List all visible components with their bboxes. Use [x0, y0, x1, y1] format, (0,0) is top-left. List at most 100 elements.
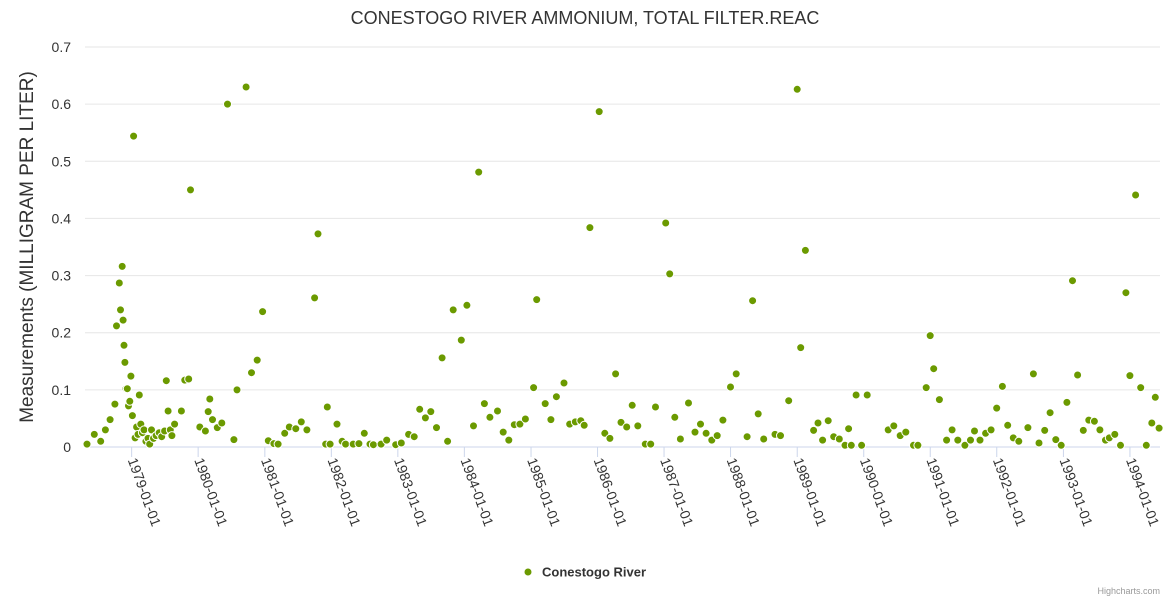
data-point[interactable]	[844, 424, 854, 434]
data-point[interactable]	[742, 432, 752, 442]
data-point[interactable]	[748, 296, 758, 306]
data-point[interactable]	[975, 435, 985, 445]
data-point[interactable]	[247, 368, 256, 378]
data-point[interactable]	[1045, 408, 1055, 418]
data-point[interactable]	[105, 415, 115, 425]
data-point[interactable]	[1078, 425, 1088, 435]
data-point[interactable]	[474, 167, 484, 177]
data-point[interactable]	[409, 432, 419, 442]
data-point[interactable]	[605, 433, 615, 443]
data-point[interactable]	[675, 434, 685, 444]
data-point[interactable]	[170, 419, 180, 429]
data-point[interactable]	[176, 406, 186, 416]
data-point[interactable]	[1028, 369, 1038, 379]
data-point[interactable]	[241, 82, 251, 92]
data-point[interactable]	[325, 439, 335, 449]
data-point[interactable]	[559, 378, 569, 388]
data-point[interactable]	[796, 343, 806, 353]
data-point[interactable]	[456, 335, 466, 345]
data-point[interactable]	[184, 374, 194, 384]
data-point[interactable]	[925, 331, 935, 341]
data-point[interactable]	[627, 400, 637, 410]
data-point[interactable]	[1131, 190, 1141, 200]
data-point[interactable]	[712, 431, 722, 441]
data-point[interactable]	[273, 439, 283, 449]
data-point[interactable]	[934, 395, 944, 405]
data-point[interactable]	[126, 371, 136, 381]
data-point[interactable]	[921, 383, 931, 393]
data-point[interactable]	[1014, 436, 1024, 446]
data-point[interactable]	[611, 369, 621, 379]
data-point[interactable]	[223, 99, 232, 109]
data-point[interactable]	[913, 440, 923, 450]
data-point[interactable]	[784, 396, 794, 406]
data-point[interactable]	[929, 364, 939, 374]
data-point[interactable]	[200, 426, 210, 436]
data-point[interactable]	[341, 439, 351, 449]
data-point[interactable]	[322, 402, 332, 412]
data-point[interactable]	[469, 421, 478, 431]
data-point[interactable]	[690, 427, 700, 437]
data-point[interactable]	[970, 426, 979, 436]
data-point[interactable]	[89, 429, 99, 439]
data-point[interactable]	[186, 185, 195, 195]
data-point[interactable]	[96, 436, 106, 446]
data-point[interactable]	[1034, 438, 1044, 448]
data-point[interactable]	[382, 435, 392, 445]
data-point[interactable]	[332, 419, 342, 429]
data-point[interactable]	[110, 399, 120, 409]
data-point[interactable]	[252, 355, 262, 365]
data-point[interactable]	[163, 406, 173, 416]
data-point[interactable]	[1056, 440, 1066, 450]
data-point[interactable]	[532, 295, 542, 305]
data-point[interactable]	[125, 396, 135, 406]
data-point[interactable]	[1023, 423, 1033, 433]
data-point[interactable]	[726, 382, 735, 392]
data-point[interactable]	[823, 416, 833, 426]
data-point[interactable]	[966, 435, 975, 445]
data-point[interactable]	[992, 403, 1002, 413]
data-point[interactable]	[134, 390, 144, 400]
data-point[interactable]	[443, 436, 453, 446]
data-point[interactable]	[120, 357, 130, 367]
data-point[interactable]	[579, 420, 589, 430]
data-point[interactable]	[901, 427, 911, 437]
data-point[interactable]	[800, 245, 810, 255]
data-point[interactable]	[529, 383, 539, 393]
data-point[interactable]	[462, 300, 472, 310]
data-point[interactable]	[1062, 397, 1072, 407]
data-point[interactable]	[437, 353, 447, 363]
data-point[interactable]	[813, 418, 823, 428]
data-point[interactable]	[540, 399, 550, 409]
data-point[interactable]	[670, 412, 680, 422]
data-point[interactable]	[551, 392, 561, 402]
legend[interactable]: Conestogo River	[523, 565, 646, 580]
data-point[interactable]	[208, 415, 217, 425]
data-point[interactable]	[834, 434, 844, 444]
data-point[interactable]	[448, 305, 458, 315]
data-point[interactable]	[420, 413, 430, 423]
data-point[interactable]	[258, 307, 268, 317]
data-point[interactable]	[684, 398, 693, 408]
data-point[interactable]	[504, 435, 514, 445]
data-point[interactable]	[1110, 429, 1120, 439]
data-point[interactable]	[1125, 371, 1135, 381]
data-point[interactable]	[1141, 440, 1151, 450]
data-point[interactable]	[696, 419, 705, 429]
data-point[interactable]	[661, 218, 671, 228]
data-point[interactable]	[129, 131, 139, 141]
data-point[interactable]	[1121, 288, 1131, 298]
data-point[interactable]	[857, 440, 867, 450]
data-point[interactable]	[1040, 425, 1050, 435]
data-point[interactable]	[82, 439, 92, 449]
data-point[interactable]	[942, 435, 952, 445]
data-point[interactable]	[426, 407, 436, 417]
data-point[interactable]	[203, 407, 213, 417]
data-point[interactable]	[359, 428, 369, 438]
data-point[interactable]	[731, 369, 741, 379]
data-point[interactable]	[546, 415, 556, 425]
data-point[interactable]	[229, 435, 239, 445]
data-point[interactable]	[296, 417, 306, 427]
data-point[interactable]	[960, 440, 970, 450]
data-point[interactable]	[585, 223, 595, 233]
